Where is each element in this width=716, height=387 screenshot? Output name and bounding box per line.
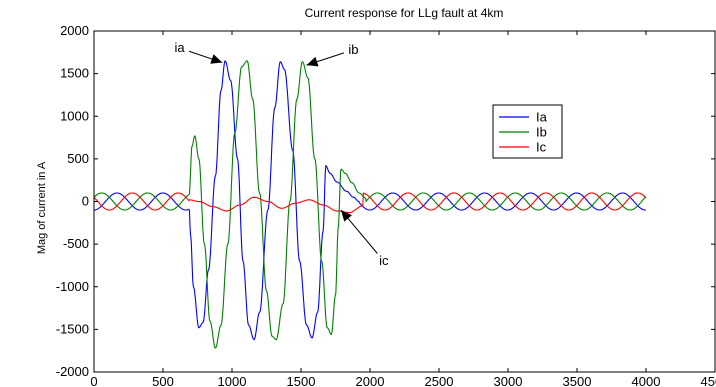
x-tick-label-1: 500 xyxy=(152,374,174,387)
x-tick-label-0: 0 xyxy=(90,374,97,387)
annotation-label-ia: ia xyxy=(174,40,185,55)
annotation-arrowhead-ia xyxy=(210,54,223,64)
y-tick-label-7: 1500 xyxy=(60,66,89,81)
x-tick-label-9: 4500 xyxy=(701,374,716,387)
x-tick-label-3: 1500 xyxy=(287,374,316,387)
legend-label-ic: Ic xyxy=(536,140,547,155)
axis-ticks: 0 500 1000 1500 2000 2500 3000 3500 4000 4500 -200… xyxy=(56,23,716,387)
y-tick-label-8: 2000 xyxy=(60,23,89,38)
legend-label-ib: Ib xyxy=(536,125,547,140)
x-tick-label-8: 4000 xyxy=(632,374,661,387)
y-tick-label-1: -1500 xyxy=(56,321,89,336)
y-tick-label-4: 0 xyxy=(82,194,89,209)
y-axis-label: Mag of current in A xyxy=(36,161,48,254)
x-tick-label-6: 3000 xyxy=(494,374,523,387)
series-layer xyxy=(93,60,647,349)
x-tick-label-7: 3500 xyxy=(563,374,592,387)
x-tick-label-2: 1000 xyxy=(218,374,247,387)
annotation-arrowhead-ib xyxy=(306,56,319,67)
x-tick-label-4: 2000 xyxy=(356,374,385,387)
y-tick-label-3: -500 xyxy=(63,236,89,251)
series-line-ic xyxy=(93,192,647,214)
y-tick-label-2: -1000 xyxy=(56,279,89,294)
y-tick-label-0: -2000 xyxy=(56,364,89,379)
annotations: ia ib ic xyxy=(174,40,388,268)
chart-title: Current response for LLg fault at 4km xyxy=(305,6,504,20)
annotation-label-ic: ic xyxy=(379,253,389,268)
annotation-label-ib: ib xyxy=(348,42,358,57)
y-tick-label-5: 500 xyxy=(67,151,89,166)
x-tick-label-5: 2500 xyxy=(425,374,454,387)
annotation-arrowhead-ic xyxy=(341,210,352,222)
legend-label-ia: Ia xyxy=(536,110,548,125)
series-line-ia xyxy=(94,60,646,341)
y-tick-label-6: 1000 xyxy=(60,108,89,123)
